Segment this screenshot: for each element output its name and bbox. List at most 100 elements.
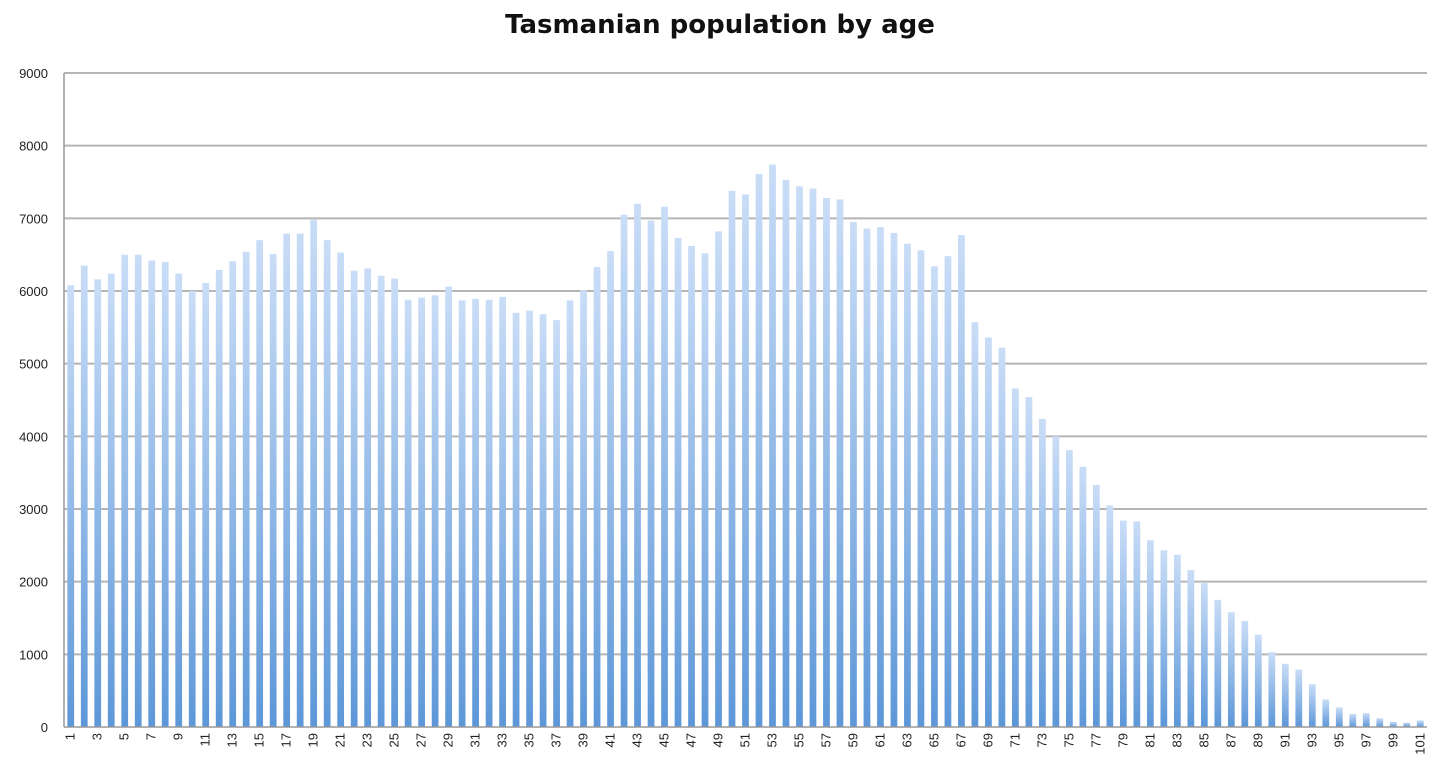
bar: [1187, 570, 1195, 727]
x-tick-label: 3: [90, 733, 105, 740]
x-tick-label: 13: [225, 733, 240, 747]
bar: [539, 314, 547, 727]
bar: [296, 233, 304, 728]
x-tick-label: 9: [171, 733, 186, 740]
x-tick-label: 79: [1115, 733, 1130, 747]
x-tick-label: 7: [144, 733, 159, 740]
bar: [674, 237, 682, 727]
bar: [850, 221, 857, 727]
bar: [877, 227, 884, 727]
bar: [1133, 521, 1141, 727]
x-tick-label: 97: [1358, 733, 1373, 747]
bar: [1052, 436, 1060, 727]
x-tick-label: 65: [926, 733, 941, 747]
bar: [1092, 485, 1100, 727]
bar: [1268, 652, 1276, 727]
x-tick-label: 5: [117, 733, 132, 740]
x-tick-label: 95: [1331, 733, 1346, 747]
bar: [1012, 388, 1019, 727]
x-tick-label: 91: [1277, 733, 1292, 747]
x-tick-label: 41: [603, 733, 618, 747]
x-tick-label: 43: [630, 733, 645, 747]
bar: [431, 295, 439, 727]
x-tick-label: 71: [1007, 733, 1022, 747]
axes: [63, 73, 1427, 728]
x-tick-label: 45: [657, 733, 672, 747]
x-tick-label: 81: [1142, 733, 1157, 747]
y-tick-label: 0: [41, 720, 48, 735]
y-tick-label: 3000: [19, 502, 48, 517]
x-tick-label: 55: [791, 733, 806, 747]
bar: [283, 233, 291, 728]
bar: [1376, 718, 1384, 727]
x-tick-label: 83: [1169, 733, 1184, 747]
x-tick-label: 61: [872, 733, 887, 747]
bar: [553, 320, 560, 727]
bar: [701, 253, 709, 728]
x-tick-label: 57: [818, 733, 833, 747]
bar: [755, 174, 763, 728]
x-tick-label: 53: [764, 733, 779, 747]
x-tick-label: 63: [899, 733, 914, 747]
x-tick-label: 93: [1304, 733, 1319, 747]
y-tick-label: 8000: [19, 139, 48, 154]
bar: [1403, 722, 1411, 727]
bar: [1389, 721, 1397, 727]
bar: [580, 290, 587, 727]
x-axis-ticks: 1 3 5 7 9 11 13 15 17 19 21 23 25 27 29 31 33 35 37 39 41 43 4…: [63, 733, 1428, 755]
bar: [688, 245, 695, 728]
x-tick-label: 85: [1196, 733, 1211, 747]
bar: [364, 268, 372, 727]
bar: [161, 261, 169, 727]
x-tick-label: 27: [414, 733, 429, 747]
x-tick-label: 101: [1412, 733, 1427, 755]
bar: [121, 254, 129, 727]
bar: [215, 269, 223, 727]
bar: [728, 190, 736, 728]
bar: [809, 188, 817, 728]
bar: [1281, 663, 1289, 727]
bar: [1241, 620, 1249, 727]
bar: [1416, 720, 1424, 727]
bar: [985, 337, 992, 727]
bar: [998, 347, 1006, 727]
bar: [647, 220, 655, 727]
bar: [1106, 505, 1114, 727]
x-tick-label: 87: [1223, 733, 1238, 747]
bar: [796, 186, 803, 728]
bar: [1214, 599, 1222, 727]
bar: [620, 214, 628, 727]
x-tick-label: 33: [495, 733, 510, 747]
bar: [971, 322, 979, 727]
bar: [94, 279, 102, 727]
x-tick-label: 39: [576, 733, 591, 747]
bar: [1160, 550, 1168, 727]
bar: [1308, 684, 1316, 727]
bar: [175, 273, 183, 727]
y-tick-label: 9000: [19, 66, 48, 81]
x-tick-label: 1: [63, 733, 78, 740]
y-tick-label: 2000: [19, 575, 48, 590]
x-tick-label: 11: [198, 733, 213, 747]
chart-title: Tasmanian population by age: [505, 10, 935, 40]
bar: [202, 283, 210, 727]
bar: [67, 285, 75, 727]
x-tick-label: 73: [1034, 733, 1049, 747]
y-tick-label: 5000: [19, 357, 48, 372]
bar: [458, 300, 466, 727]
y-tick-label: 1000: [19, 647, 48, 662]
bar: [323, 240, 331, 727]
bar: [1173, 554, 1181, 727]
bar: [782, 179, 790, 727]
bar: [404, 299, 412, 727]
x-tick-label: 49: [711, 733, 726, 747]
bar: [836, 199, 844, 727]
bar: [526, 310, 533, 727]
bar: [566, 300, 574, 727]
bar: [134, 254, 142, 727]
bar: [391, 278, 399, 727]
bar: [1119, 520, 1127, 727]
x-tick-label: 15: [252, 733, 267, 747]
bar: [107, 273, 115, 727]
bar: [823, 197, 830, 727]
